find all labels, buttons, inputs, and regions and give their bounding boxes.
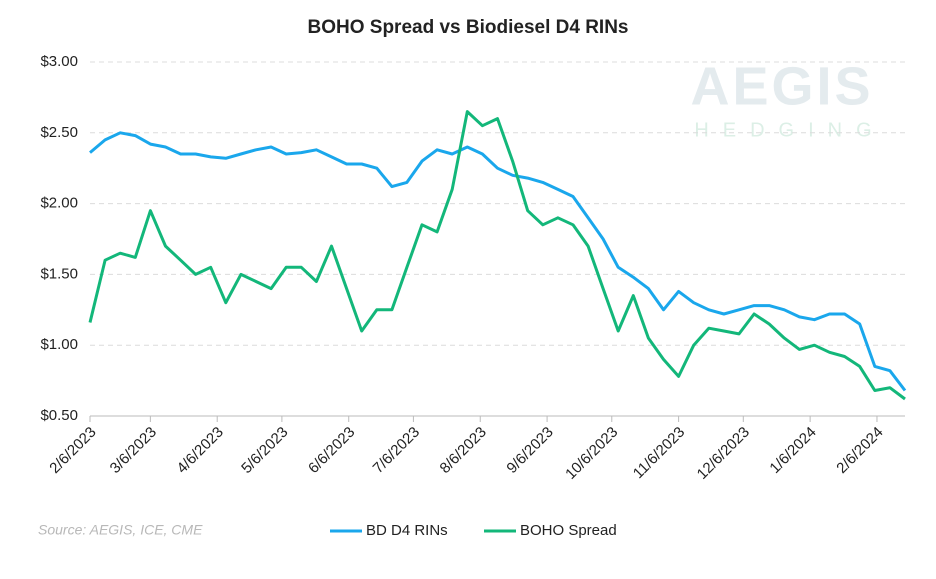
x-tick-label: 3/6/2023 — [107, 424, 160, 477]
x-tick-label: 2/6/2023 — [46, 424, 99, 477]
y-tick-label: $3.00 — [40, 53, 78, 70]
y-tick-label: $2.00 — [40, 195, 78, 212]
x-tick-label: 11/6/2023 — [630, 424, 688, 482]
source-note: Source: AEGIS, ICE, CME — [38, 522, 203, 538]
x-tick-label: 2/6/2024 — [833, 424, 886, 477]
x-tick-label: 5/6/2023 — [238, 424, 291, 477]
x-tick-label: 10/6/2023 — [562, 424, 621, 483]
x-tick-label: 12/6/2023 — [694, 424, 753, 483]
x-tick-label: 7/6/2023 — [370, 424, 423, 477]
y-tick-label: $0.50 — [40, 407, 78, 424]
y-tick-label: $1.00 — [40, 336, 78, 353]
chart-title: BOHO Spread vs Biodiesel D4 RINs — [308, 17, 629, 38]
x-tick-label: 8/6/2023 — [437, 424, 490, 477]
x-tick-label: 9/6/2023 — [503, 424, 556, 477]
legend-label: BD D4 RINs — [366, 522, 448, 539]
x-tick-label: 1/6/2024 — [766, 424, 819, 477]
data-line — [89, 131, 907, 392]
logo: AEGIS — [690, 56, 873, 116]
legend-label: BOHO Spread — [520, 522, 617, 539]
x-tick-label: 6/6/2023 — [305, 424, 358, 477]
x-tick-label: 4/6/2023 — [174, 424, 227, 477]
y-tick-label: $2.50 — [40, 124, 78, 141]
logo-subtitle: HEDGING — [694, 119, 885, 141]
data-line — [88, 110, 906, 401]
y-tick-label: $1.50 — [40, 265, 78, 282]
